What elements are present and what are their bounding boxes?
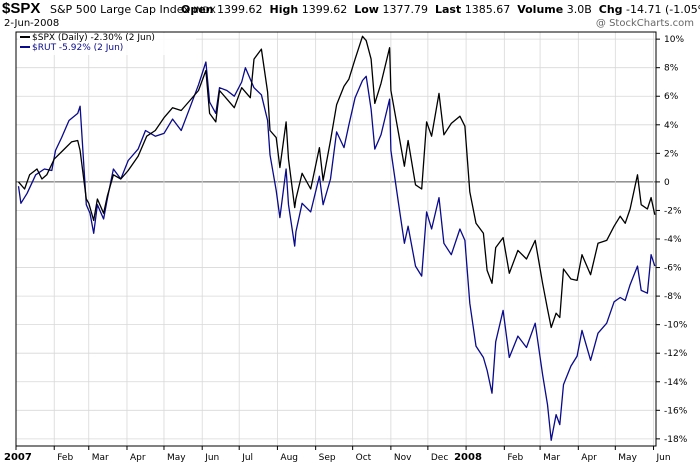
x-tick-label: May <box>618 453 637 463</box>
change-value: -14.71 (-1.05%) <box>626 3 700 16</box>
high-label: High <box>269 3 299 16</box>
x-tick-label: Mar <box>92 453 109 463</box>
y-tick-label: -8% <box>664 292 682 302</box>
y-tick-label: -6% <box>664 264 682 274</box>
y-tick-label: -18% <box>664 435 688 445</box>
x-tick-label: Apr <box>130 453 146 463</box>
y-tick-label: -2% <box>664 206 682 216</box>
x-tick-label: Oct <box>356 453 372 463</box>
open-label: Open <box>181 3 214 16</box>
y-tick-label: 10% <box>664 35 684 45</box>
rut-series-line <box>17 61 656 441</box>
ticker-symbol: $SPX <box>2 0 41 17</box>
x-tick-label: 2008 <box>454 452 482 463</box>
quote-date: 2-Jun-2008 <box>4 18 60 29</box>
y-tick-label: 0 <box>664 178 670 188</box>
plot-frame <box>15 31 657 447</box>
low-value: 1377.79 <box>382 3 428 16</box>
y-tick-label: -12% <box>664 349 688 359</box>
y-tick-label: 8% <box>664 64 679 74</box>
chart-header: $SPX S&P 500 Large Cap Index INDX 2-Jun-… <box>0 0 700 30</box>
open-value: 1399.62 <box>217 3 263 16</box>
index-name: S&P 500 Large Cap Index INDX <box>50 3 216 16</box>
last-value: 1385.67 <box>464 3 511 16</box>
x-tick-label: Nov <box>394 453 412 463</box>
x-tick-label: Feb <box>507 453 523 463</box>
x-tick-label: Jul <box>241 453 253 463</box>
change-label: Chg <box>598 3 623 16</box>
x-tick-label: Feb <box>57 453 73 463</box>
x-tick-label: Apr <box>581 453 597 463</box>
volume-label: Volume <box>517 3 564 16</box>
volume-value: 3.0B <box>566 3 592 16</box>
x-tick-label: Aug <box>280 453 298 463</box>
x-tick-label: Jun <box>204 453 219 463</box>
stockcharts-watermark: @ StockCharts.com <box>595 18 694 29</box>
y-tick-label: 4% <box>664 121 679 131</box>
y-tick-label: -14% <box>664 378 688 388</box>
x-tick-label: 2007 <box>4 452 32 463</box>
legend-box <box>18 33 196 55</box>
y-tick-label: 2% <box>664 149 679 159</box>
exchange-code: INDX <box>193 6 216 16</box>
x-tick-label: Jun <box>656 453 671 463</box>
low-label: Low <box>354 3 379 16</box>
quote-summary: Open 1399.62 High 1399.62 Low 1377.79 La… <box>181 3 700 16</box>
x-tick-label: Mar <box>543 453 560 463</box>
last-label: Last <box>434 3 462 16</box>
legend-entry: $SPX (Daily) -2.30% (2 Jun) <box>32 33 155 43</box>
x-tick-label: Sep <box>319 453 336 463</box>
index-full-name: S&P 500 Large Cap Index <box>50 3 190 16</box>
y-tick-label: -4% <box>664 235 682 245</box>
y-tick-label: 6% <box>664 92 679 102</box>
y-tick-label: -16% <box>664 406 688 416</box>
x-tick-label: May <box>167 453 186 463</box>
legend-entry: $RUT -5.92% (2 Jun) <box>32 43 123 53</box>
spx-series-line <box>18 35 656 329</box>
high-value: 1399.62 <box>301 3 348 16</box>
x-tick-label: Dec <box>431 453 448 463</box>
y-tick-label: -10% <box>664 321 688 331</box>
